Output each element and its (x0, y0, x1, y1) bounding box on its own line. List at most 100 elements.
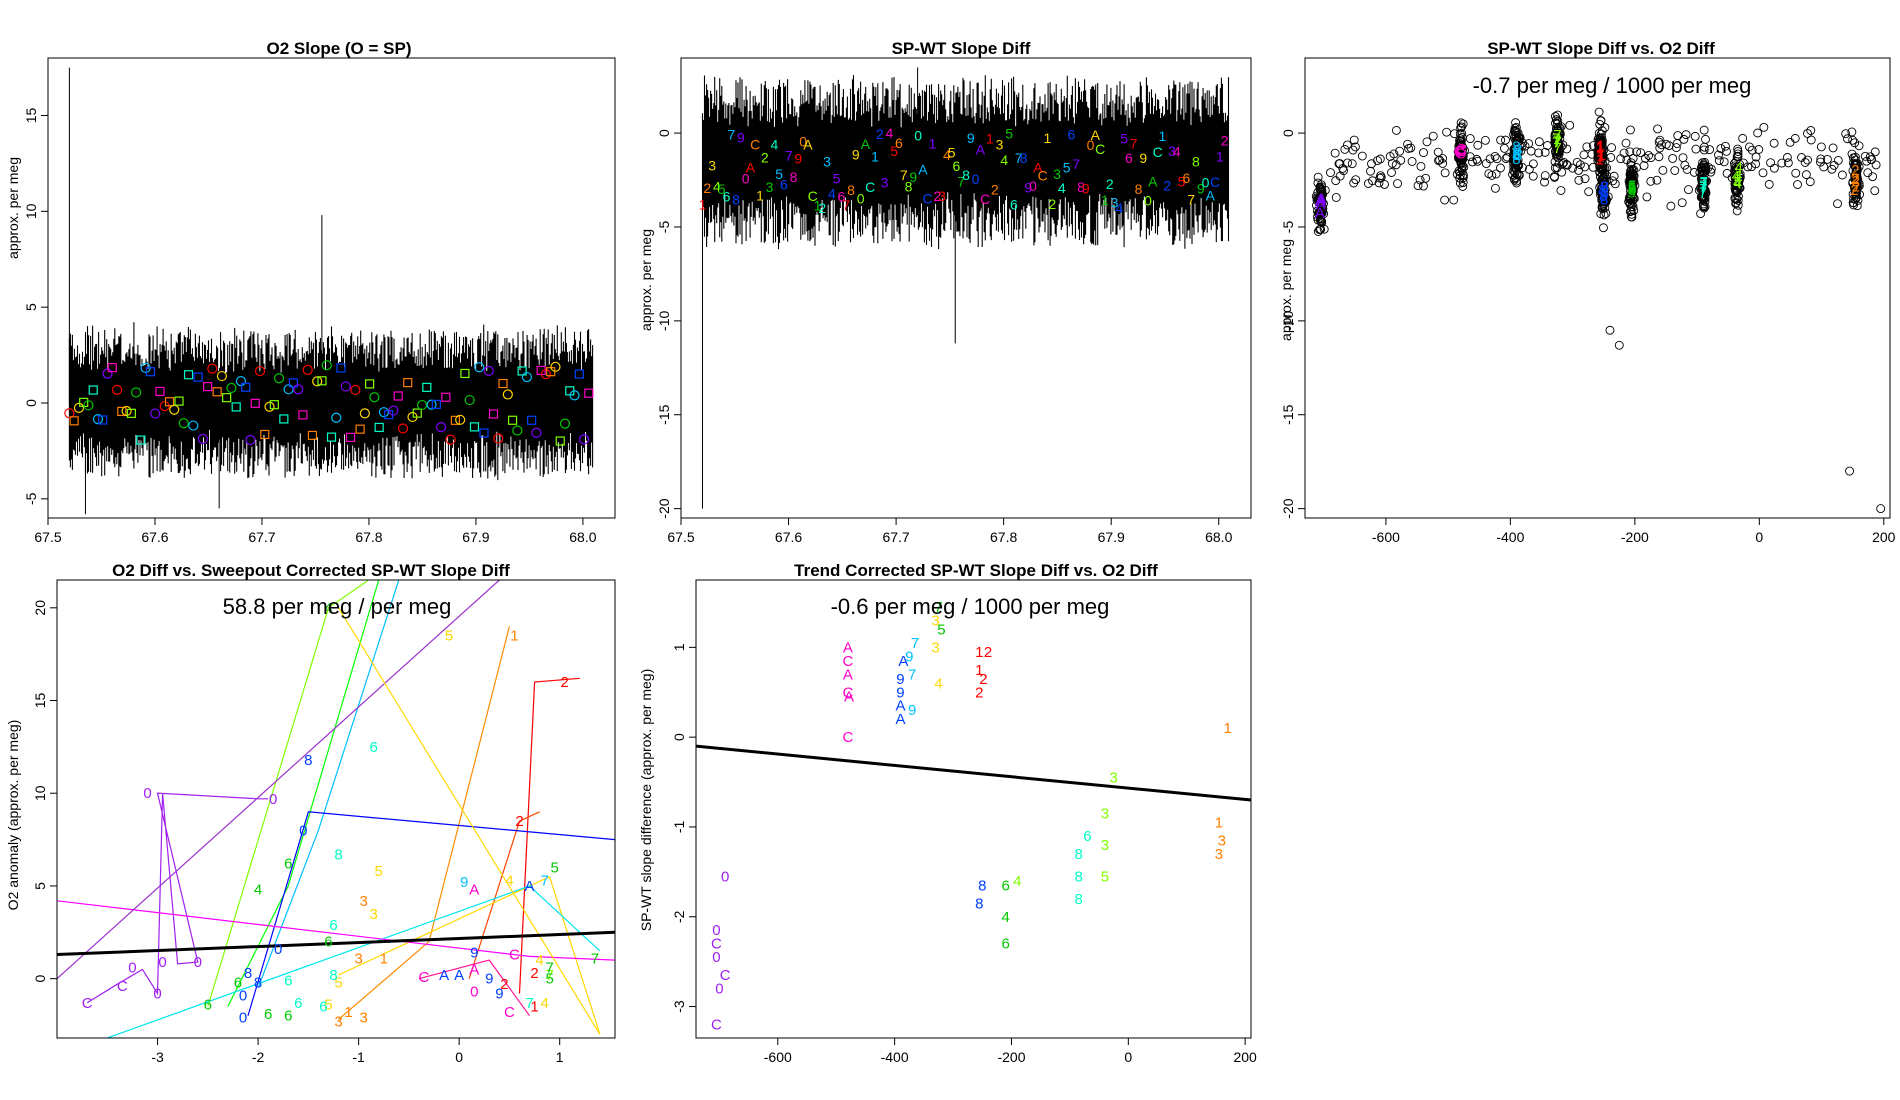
scatter-point (1670, 166, 1680, 175)
cluster-label: 2 (1852, 173, 1860, 190)
scatter-point (1340, 144, 1350, 154)
scatter-point (1699, 125, 1709, 135)
scatter-point (1841, 129, 1851, 139)
scatter-point (1558, 140, 1568, 150)
chart-title: SP-WT Slope Diff vs. O2 Diff (1487, 39, 1715, 58)
marker (73, 402, 85, 413)
scatter-point (1852, 188, 1862, 198)
marker-label: 7 (957, 174, 965, 190)
y-tick-label: 0 (671, 733, 687, 741)
scatter-point (1491, 169, 1501, 179)
marker (250, 398, 260, 408)
point-label: 5 (375, 863, 383, 880)
scatter-point (1653, 124, 1662, 134)
point-label: 0 (470, 984, 478, 1001)
scatter-point (1331, 176, 1341, 186)
scatter-point (1828, 143, 1838, 153)
scatter-point (1733, 164, 1743, 174)
scatter-point (1714, 156, 1724, 165)
scatter-point (1528, 171, 1538, 181)
point-label: C (720, 967, 731, 984)
x-tick-label: 200 (1872, 529, 1896, 545)
x-tick-label: 68.0 (1205, 529, 1232, 545)
axis-ticks: 67.5 67.6 67.7 67.8 67.9 68.0 -20 -15 -10 -5 0 (656, 129, 1233, 545)
point-label: 3 (334, 1013, 342, 1030)
scatter-point (1803, 155, 1813, 165)
scatter-point (1644, 151, 1654, 160)
marker-label: 6 (1182, 170, 1190, 186)
marker-label: 2 (933, 188, 941, 204)
scatter-point (1589, 141, 1598, 151)
marker (222, 393, 232, 403)
y-tick-label: 0 (23, 399, 39, 407)
trend-line (57, 930, 615, 957)
x-tick-label: -400 (1496, 529, 1524, 545)
scatter-point (1816, 142, 1826, 152)
scatter-point (1419, 148, 1428, 158)
series-line (337, 607, 601, 1035)
scatter-point (1805, 177, 1815, 187)
marker (193, 372, 203, 382)
marker-label: 0 (799, 134, 807, 150)
plot-frame (680, 57, 1252, 519)
series-line (701, 75, 1230, 250)
marker-label: 0 (1029, 178, 1037, 194)
x-tick-label: 67.5 (667, 529, 694, 545)
x-tick-label: 1 (556, 1049, 564, 1065)
point-label: 3 (1215, 846, 1223, 863)
scatter-point (1806, 135, 1816, 145)
marker (436, 422, 447, 433)
point-label: 3 (370, 906, 378, 923)
scatter-point (1579, 150, 1589, 160)
axis-ticks: 67.5 67.6 67.7 67.8 67.9 68.0 -5 0 5 10 15 (23, 108, 597, 545)
marker (298, 410, 308, 420)
scatter-point (1782, 152, 1792, 162)
cluster-label: 5 (1627, 184, 1635, 201)
marker (288, 378, 298, 388)
scatter-point (1606, 153, 1616, 162)
cluster-label: A (1316, 197, 1326, 214)
scatter-point (1595, 167, 1605, 177)
y-tick-label: 1 (671, 643, 687, 651)
x-tick-label: -1 (352, 1049, 365, 1065)
point-label: 7 (525, 995, 533, 1012)
marker (302, 364, 313, 375)
y-tick-label: -3 (671, 1000, 687, 1013)
point-label: A (469, 882, 479, 899)
scatter-point (1862, 156, 1872, 166)
cluster-label: 5 (1628, 180, 1636, 197)
outlier-point (1845, 466, 1854, 476)
marker-label: 2 (703, 180, 711, 196)
point-label: 1 (510, 628, 518, 645)
scatter-point (1596, 116, 1606, 125)
scatter-point (1850, 138, 1860, 148)
cluster-label: C (1454, 144, 1465, 161)
scatter-point (1396, 155, 1406, 165)
marker (69, 416, 79, 426)
point-label: 7 (545, 960, 553, 977)
marker (431, 399, 441, 410)
point-label: 8 (244, 965, 252, 982)
scatter-point (1403, 139, 1413, 149)
x-tick-label: 67.9 (1098, 529, 1125, 545)
marker (312, 376, 323, 387)
scatter-point (1556, 186, 1566, 195)
point-label: 8 (304, 752, 312, 769)
point-label: A (525, 878, 535, 895)
y-tick-label: -5 (656, 221, 672, 234)
cluster-label: 4 (1734, 176, 1742, 193)
scatter-point (1625, 125, 1635, 135)
cluster-label: 8 (1512, 145, 1520, 162)
series-line (207, 580, 370, 1007)
scatter-point (1720, 141, 1730, 151)
marker (216, 370, 227, 382)
scatter-point (1524, 164, 1534, 174)
marker (174, 396, 184, 406)
marker-label: 6 (838, 189, 846, 205)
cluster-label: 7 (1554, 134, 1562, 151)
scatter-point (1387, 159, 1397, 168)
scatter-point (1315, 198, 1325, 207)
marker-label: A (976, 142, 986, 158)
marker (188, 420, 199, 431)
